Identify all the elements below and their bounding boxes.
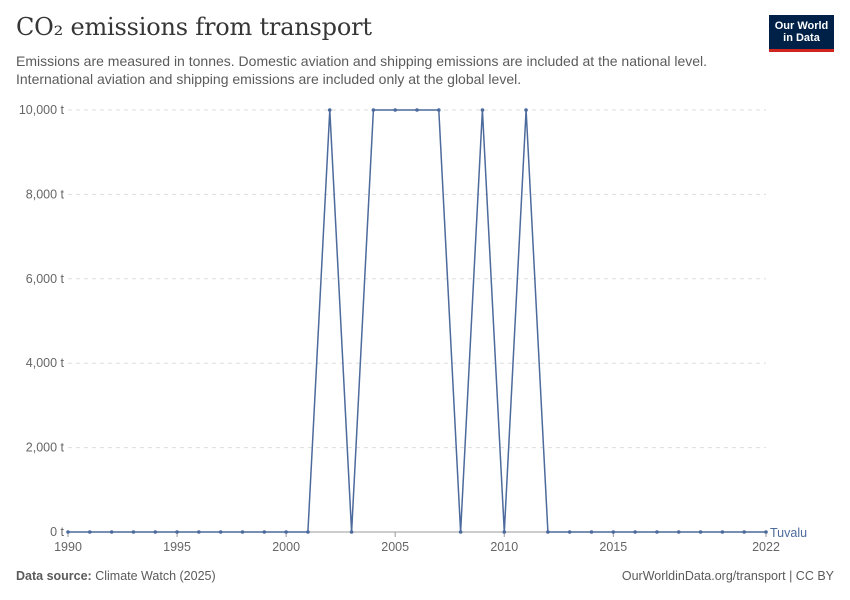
data-point[interactable] bbox=[327, 108, 332, 112]
x-tick-label: 2005 bbox=[381, 540, 409, 554]
footer-link[interactable]: OurWorldinData.org/transport | CC BY bbox=[621, 569, 834, 583]
y-tick-label: 4,000 t bbox=[26, 356, 65, 370]
data-point[interactable] bbox=[306, 530, 310, 534]
data-point[interactable] bbox=[131, 530, 136, 534]
x-tick-label: 2022 bbox=[752, 540, 780, 554]
x-tick-label: 2000 bbox=[272, 540, 300, 554]
y-tick-label: 0 t bbox=[50, 525, 64, 539]
data-point[interactable] bbox=[589, 530, 594, 534]
data-source: Data source: Climate Watch (2025) bbox=[16, 569, 216, 583]
data-point[interactable] bbox=[153, 530, 158, 534]
data-point[interactable] bbox=[284, 530, 288, 534]
data-point[interactable] bbox=[66, 530, 70, 534]
data-point[interactable] bbox=[742, 530, 746, 534]
logo-line-2: in Data bbox=[783, 32, 820, 44]
data-point[interactable] bbox=[611, 530, 616, 534]
data-point[interactable] bbox=[262, 530, 267, 534]
data-point[interactable] bbox=[546, 530, 550, 534]
data-point[interactable] bbox=[720, 530, 725, 534]
data-point[interactable] bbox=[218, 530, 223, 534]
x-axis: 1990 1995 2000 2005 2010 2015 2022 bbox=[54, 531, 780, 554]
series-labels: Tuvalu bbox=[770, 526, 807, 540]
series-layer bbox=[66, 108, 768, 534]
data-point[interactable] bbox=[567, 530, 572, 534]
data-point[interactable] bbox=[88, 530, 92, 534]
data-point[interactable] bbox=[437, 108, 441, 112]
y-axis-labels: 0 t 2,000 t 4,000 t 6,000 t 8,000 t 10,000 t bbox=[19, 103, 65, 539]
y-tick-label: 6,000 t bbox=[26, 272, 65, 286]
data-source-label: Data source: bbox=[16, 569, 92, 583]
data-point[interactable] bbox=[502, 530, 507, 534]
owid-logo[interactable]: Our World in Data bbox=[769, 15, 834, 52]
x-tick-label: 2015 bbox=[599, 540, 627, 554]
data-point[interactable] bbox=[676, 530, 681, 534]
x-tick-label: 1995 bbox=[163, 540, 191, 554]
data-point[interactable] bbox=[371, 108, 376, 112]
y-tick-label: 8,000 t bbox=[26, 187, 65, 201]
data-point[interactable] bbox=[764, 530, 768, 534]
data-point[interactable] bbox=[349, 530, 354, 534]
data-source-text: Climate Watch (2025) bbox=[95, 569, 216, 583]
data-point[interactable] bbox=[109, 530, 114, 534]
data-point[interactable] bbox=[393, 108, 397, 112]
x-tick-label: 1990 bbox=[54, 540, 82, 554]
data-point[interactable] bbox=[415, 108, 419, 112]
data-point[interactable] bbox=[480, 108, 485, 112]
series-label: Tuvalu bbox=[770, 526, 807, 540]
y-tick-label: 10,000 t bbox=[19, 103, 65, 117]
data-point[interactable] bbox=[633, 530, 637, 534]
data-point[interactable] bbox=[175, 530, 179, 534]
series-line[interactable] bbox=[68, 109, 766, 533]
data-point[interactable] bbox=[698, 530, 703, 534]
gridlines bbox=[68, 109, 766, 449]
chart-subtitle: Emissions are measured in tonnes. Domest… bbox=[16, 53, 708, 87]
data-point[interactable] bbox=[655, 530, 659, 534]
chart-title: CO₂ emissions from transport bbox=[16, 13, 372, 41]
data-point[interactable] bbox=[197, 530, 201, 534]
x-tick-label: 2010 bbox=[490, 540, 518, 554]
data-point[interactable] bbox=[524, 108, 528, 112]
data-point[interactable] bbox=[458, 530, 463, 534]
data-point[interactable] bbox=[240, 530, 245, 534]
logo-line-1: Our World bbox=[774, 20, 829, 32]
y-tick-label: 2,000 t bbox=[26, 441, 65, 455]
